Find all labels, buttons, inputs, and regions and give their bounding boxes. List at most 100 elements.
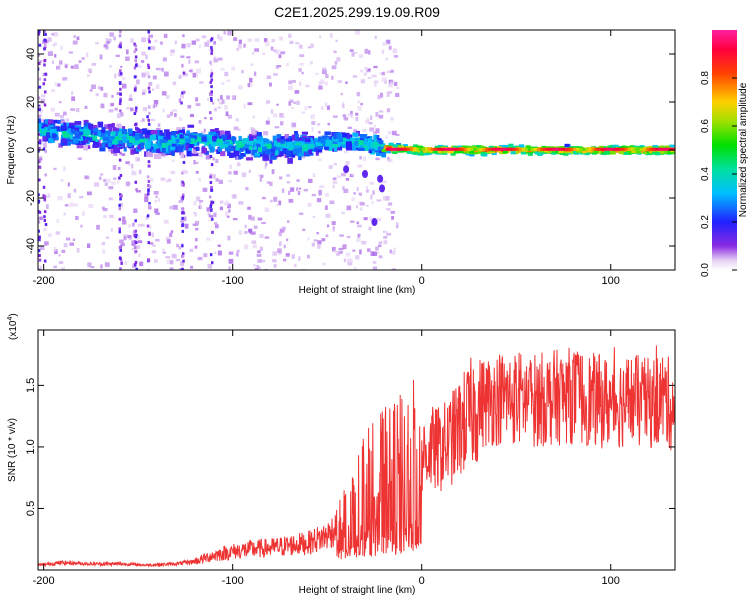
spectrogram-speckle <box>53 246 57 252</box>
spectrogram-speckle <box>137 240 143 244</box>
spectrogram-cell <box>210 129 216 133</box>
spectrogram-speckle <box>391 251 396 255</box>
spectrogram-speckle <box>288 85 293 91</box>
spectrogram-speckle <box>50 107 55 112</box>
spectrogram-cell <box>178 139 186 144</box>
spectrogram-speckle <box>281 115 285 118</box>
spectrogram-speckle <box>266 100 270 105</box>
spectrogram-speckle <box>368 50 371 55</box>
spectrogram-core <box>494 147 499 151</box>
spectrogram-speckle <box>82 211 85 216</box>
spectrogram-core <box>521 147 526 151</box>
spectrogram-speckle <box>165 256 171 259</box>
spectrogram-core <box>558 147 563 151</box>
spectrogram-speckle <box>262 259 266 263</box>
spectrogram-cell <box>346 145 352 151</box>
spectrogram-speckle <box>253 71 257 77</box>
spectrogram-speckle <box>104 262 110 267</box>
spectrogram-cell <box>112 138 119 145</box>
spectrogram-cell <box>110 149 115 154</box>
spectrogram-streak <box>182 71 186 75</box>
spectrogram-cell <box>93 131 100 136</box>
spectrogram-speckle <box>359 202 365 206</box>
spectrogram-speckle <box>94 182 100 187</box>
spectrogram-core <box>503 147 508 151</box>
spectrogram-cell <box>244 144 251 149</box>
spectrogram-streak <box>182 259 185 263</box>
spectrogram-speckle <box>213 148 219 152</box>
spectrogram-speckle <box>204 117 207 120</box>
spectrogram-speckle <box>269 82 272 87</box>
spectrogram-cell <box>262 148 267 155</box>
spectrogram-streak <box>148 204 151 208</box>
spectrogram-cell <box>357 147 365 151</box>
spectrogram-speckle <box>327 122 331 126</box>
spectrogram-speckle <box>98 86 101 90</box>
spectrogram-speckle <box>148 34 154 38</box>
spectrogram-cell <box>48 119 53 124</box>
spectrogram-cell <box>57 120 61 124</box>
spectrogram-speckle <box>152 244 156 247</box>
spectrogram-streak <box>181 216 184 220</box>
spectrogram-speckle <box>339 250 343 254</box>
spectrogram-speckle <box>360 103 363 106</box>
spectrogram-cell <box>86 145 91 149</box>
spectrogram-speckle <box>359 249 362 255</box>
spectrogram-streak <box>211 217 214 221</box>
spectrogram-speckle <box>138 169 142 175</box>
spectrogram-speckle <box>243 103 246 109</box>
spectrogram-speckle <box>57 196 63 201</box>
spectrogram-speckle <box>172 204 178 210</box>
spectrogram-cell <box>233 126 239 131</box>
spectrogram-speckle <box>389 249 392 254</box>
spectrogram-cell <box>217 148 222 152</box>
spectrogram-cell <box>168 141 175 145</box>
spectrogram-speckle <box>103 178 107 183</box>
spectrogram-speckle <box>73 203 78 207</box>
spectrogram-cell <box>38 123 42 129</box>
spectrogram-speckle <box>207 39 212 44</box>
spectrogram-cell <box>629 145 635 149</box>
spectrogram-cell <box>374 135 380 140</box>
spectrogram-cell <box>238 135 242 140</box>
spectrogram-cell <box>337 140 341 144</box>
spectrogram-streak <box>119 41 123 45</box>
spectrogram-speckle <box>366 189 369 193</box>
colorbar-tick-label: 0.2 <box>700 215 711 229</box>
spectrogram-speckle <box>301 111 306 114</box>
spectrogram-speckle <box>247 102 253 106</box>
spectrogram-cell <box>295 142 302 146</box>
spectrogram-speckle <box>172 81 177 86</box>
spectrogram-core <box>406 147 411 151</box>
figure-title: C2E1.2025.299.19.09.R09 <box>274 4 440 20</box>
spectrogram-speckle <box>324 81 329 86</box>
spectrogram-speckle <box>279 113 284 118</box>
spectrogram-cell <box>60 125 67 131</box>
spectrogram-speckle <box>278 54 282 59</box>
spectrogram-speckle <box>132 230 136 234</box>
spectrogram-speckle <box>355 255 360 260</box>
spectrogram-cell <box>381 149 387 153</box>
spectrogram-speckle <box>226 95 230 100</box>
spectrogram-speckle <box>283 258 287 262</box>
spectrogram-cell <box>106 130 111 137</box>
spectrogram-speckle <box>224 105 228 110</box>
spectrogram-speckle <box>223 31 226 35</box>
spectrogram-speckle <box>91 62 97 66</box>
spectrogram-speckle <box>241 69 244 74</box>
spectrogram-cell <box>236 141 241 148</box>
spectrogram-streak <box>38 268 41 270</box>
spectrogram-cell <box>154 153 162 159</box>
spectrogram-streak <box>119 97 122 101</box>
spectrogram-cell <box>63 122 67 127</box>
spectrogram-cell <box>92 125 97 130</box>
spectrogram-speckle <box>291 122 297 128</box>
spectrogram-cell <box>166 136 172 140</box>
spectrogram-speckle <box>180 218 185 224</box>
spectrogram-speckle <box>325 73 329 79</box>
spectrogram-speckle <box>386 208 391 211</box>
spectrogram-cell <box>88 123 94 130</box>
spectrogram-speckle <box>110 228 113 232</box>
spectrogram-speckle <box>373 131 377 134</box>
spectrogram-speckle <box>286 181 291 184</box>
